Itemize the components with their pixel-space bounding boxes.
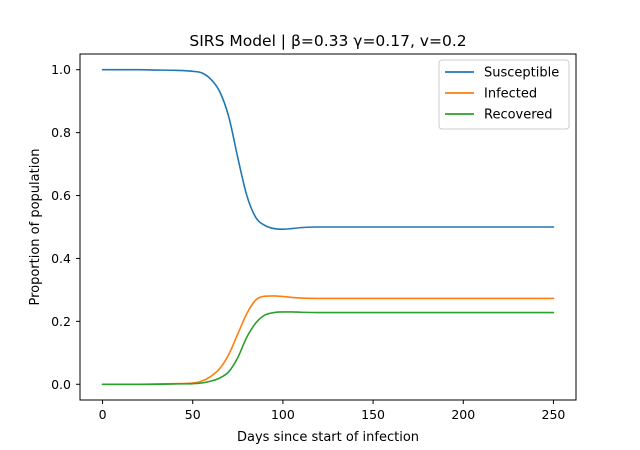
legend-label-susceptible: Susceptible <box>484 66 559 81</box>
series-line-susceptible <box>101 68 555 230</box>
x-tick-label: 100 <box>271 407 295 422</box>
y-tick-label: 0.2 <box>51 314 71 329</box>
y-tick-label: 0.0 <box>51 377 71 392</box>
legend-label-recovered: Recovered <box>484 108 553 123</box>
y-tick-label: 0.4 <box>51 251 71 266</box>
y-axis-ticks: 0.0 0.2 0.4 0.6 0.8 1.0 <box>51 62 80 392</box>
x-tick-label: 150 <box>361 407 385 422</box>
chart-title: SIRS Model | β=0.33 γ=0.17, v=0.2 <box>189 32 466 50</box>
legend-box <box>438 59 570 130</box>
plot-lines <box>101 68 555 386</box>
x-tick-label: 50 <box>185 407 201 422</box>
x-tick-label: 200 <box>451 407 475 422</box>
legend: Susceptible Infected Recovered <box>438 59 570 130</box>
plot-frame <box>79 53 577 401</box>
y-tick-label: 0.6 <box>51 188 71 203</box>
x-axis-label: Days since start of infection <box>237 430 419 445</box>
y-tick-label: 1.0 <box>51 62 71 77</box>
y-tick-label: 0.8 <box>51 125 71 140</box>
x-axis-ticks: 0 50 100 150 200 250 <box>99 400 566 422</box>
series-line-recovered <box>101 311 555 386</box>
x-tick-label: 250 <box>542 407 566 422</box>
x-tick-label: 0 <box>99 407 107 422</box>
legend-label-infected: Infected <box>484 87 537 102</box>
y-axis-label: Proportion of population <box>28 148 43 305</box>
